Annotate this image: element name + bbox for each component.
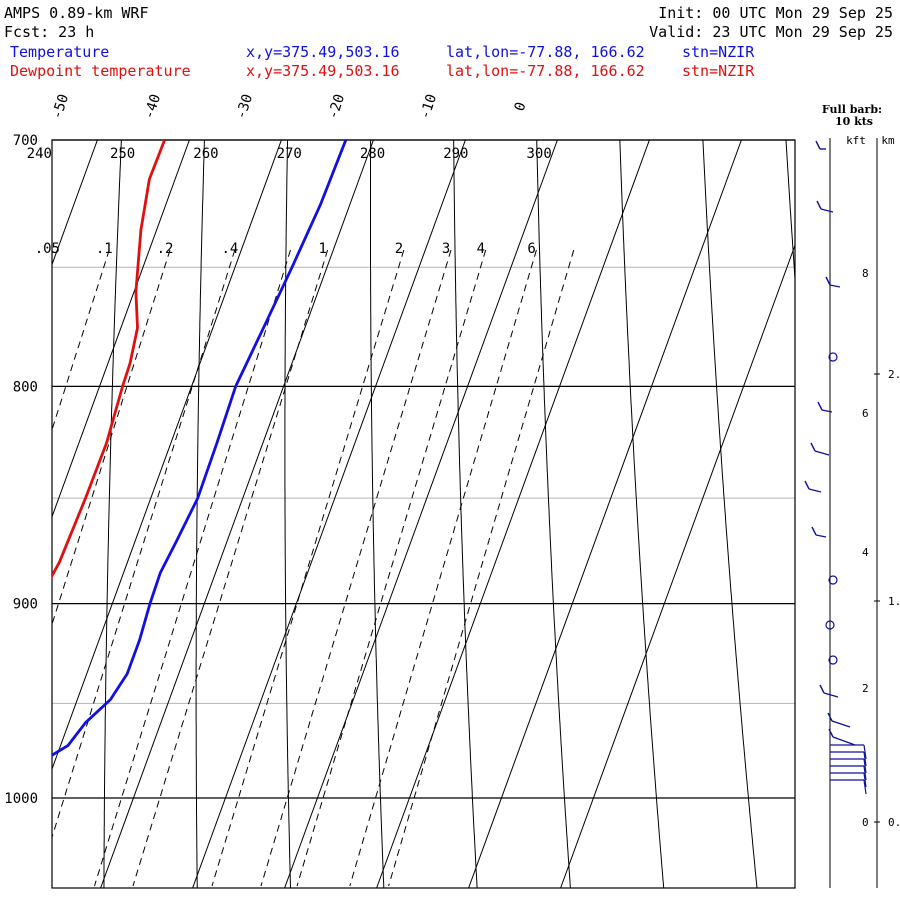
km-tick-label: 2. (888, 368, 900, 381)
wind-barb-flag (818, 402, 822, 410)
wind-barb (809, 489, 821, 492)
wind-barb-flag (816, 141, 820, 149)
pressure-tick-label: 800 (13, 379, 38, 395)
dry-adiabat-label: 240 (27, 146, 52, 162)
pressure-tick-label: 1000 (4, 791, 38, 807)
dry-adiabat-label: 300 (527, 146, 552, 162)
wind-barb (833, 737, 855, 745)
legend-dewpoint-latlon: lat,lon=-77.88, 166.62 (446, 62, 645, 80)
km-axis-title: km (881, 134, 895, 147)
wind-barb (821, 209, 833, 212)
kft-axis-title: kft (846, 134, 866, 147)
isotherm-line (0, 140, 5, 888)
isotherm-line (469, 140, 742, 888)
dry-adiabat-260 (196, 140, 204, 888)
legend-temperature-station: stn=NZIR (682, 43, 755, 61)
valid-time: Valid: 23 UTC Mon 29 Sep 25 (649, 23, 893, 41)
isotherm-tick-label: -10 (417, 92, 440, 121)
pressure-tick-label: 900 (13, 597, 38, 613)
mixing-ratio-line (261, 250, 451, 886)
major-pressure-gridlines (52, 140, 795, 798)
mixing-ratio-label: 6 (527, 241, 535, 257)
wind-barb-flag (817, 201, 821, 209)
wind-barb-flag (811, 443, 815, 451)
isotherm-tick-label: -50 (49, 92, 72, 121)
legend-dewpoint-label: Dewpoint temperature (10, 62, 191, 80)
isotherm-tick-label: 0 (512, 100, 530, 113)
barb-key-line2: 10 kts (835, 115, 873, 128)
mixing-ratio-label: .05 (35, 241, 60, 257)
wind-barb-flag (805, 481, 809, 489)
isotherm-tick-label: -40 (141, 92, 164, 121)
skew-t-chart: AMPS 0.89-km WRF Fcst: 23 h Init: 00 UTC… (0, 0, 900, 900)
dry-adiabat-280 (371, 140, 384, 888)
dry-adiabat-label: 260 (193, 146, 218, 162)
mixing-ratio-line (95, 250, 291, 886)
isotherm-line (377, 140, 650, 888)
dry-adiabat-340 (869, 140, 900, 888)
legend-dewpoint-station: stn=NZIR (682, 62, 755, 80)
isotherm-line (561, 140, 834, 888)
axis-labels: 7008009001000-70-60-50-40-30-20-10022023… (0, 92, 552, 807)
dry-adiabat-320 (703, 140, 757, 888)
kft-tick-label: 6 (862, 407, 869, 420)
kft-tick-label: 0 (862, 816, 869, 829)
isotherm-tick-label: -30 (233, 92, 256, 121)
mixing-ratio-label: .4 (221, 241, 238, 257)
mixing-ratio-label: 4 (477, 241, 485, 257)
forecast-hour: Fcst: 23 h (4, 23, 94, 41)
mixing-ratio-label: .1 (96, 241, 113, 257)
dry-adiabat-label: 290 (443, 146, 468, 162)
mixing-ratio-lines (0, 250, 574, 886)
dry-adiabat-300 (537, 140, 571, 888)
km-tick-label: 1. (888, 595, 900, 608)
dry-adiabat-label: 280 (360, 146, 385, 162)
model-title: AMPS 0.89-km WRF (4, 4, 149, 22)
wind-barb-flag (820, 685, 824, 693)
dry-adiabat-label: 270 (277, 146, 302, 162)
wind-barb (816, 535, 826, 537)
mixing-ratio-line (350, 250, 537, 886)
mixing-ratio-label: 2 (395, 241, 403, 257)
kft-tick-label: 4 (862, 546, 869, 559)
temperature-profile (31, 140, 346, 783)
dry-adiabat-290 (454, 140, 477, 888)
dry-adiabat-310 (620, 140, 664, 888)
wind-barb (832, 721, 850, 727)
legend-temperature-xy: x,y=375.49,503.16 (246, 43, 400, 61)
minor-pressure-gridlines (52, 267, 795, 703)
mixing-ratio-line (212, 250, 404, 886)
wind-barbs (805, 141, 866, 794)
mixing-ratio-label: 3 (442, 241, 450, 257)
mixing-ratio-line (297, 250, 486, 886)
wind-barb (824, 693, 838, 697)
kft-tick-label: 2 (862, 682, 869, 695)
init-time: Init: 00 UTC Mon 29 Sep 25 (658, 4, 893, 22)
wind-barb-flag (812, 527, 816, 535)
dry-adiabat-330 (786, 140, 850, 888)
kft-tick-label: 8 (862, 267, 869, 280)
wind-barb (815, 451, 829, 455)
mixing-ratio-label: 1 (319, 241, 327, 257)
wind-barb (830, 285, 840, 287)
legend-temperature-latlon: lat,lon=-77.88, 166.62 (446, 43, 645, 61)
mixing-ratio-line (389, 250, 574, 886)
mixing-ratio-label: .2 (157, 241, 174, 257)
legend-temperature-label: Temperature (10, 43, 109, 61)
km-tick-label: 0. (888, 816, 900, 829)
dry-adiabat-label: 250 (110, 146, 135, 162)
isotherm-tick-label: -20 (325, 92, 348, 121)
legend-dewpoint-xy: x,y=375.49,503.16 (246, 62, 400, 80)
wind-barb-flag (826, 277, 830, 285)
